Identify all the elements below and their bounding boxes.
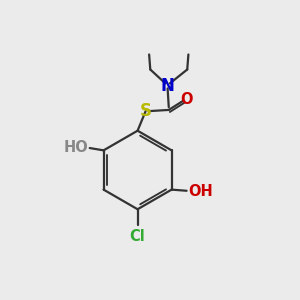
Text: N: N [161,77,175,95]
Text: HO: HO [64,140,88,155]
Text: O: O [180,92,192,107]
Text: S: S [140,102,152,120]
Text: Cl: Cl [130,229,146,244]
Text: OH: OH [188,184,212,199]
